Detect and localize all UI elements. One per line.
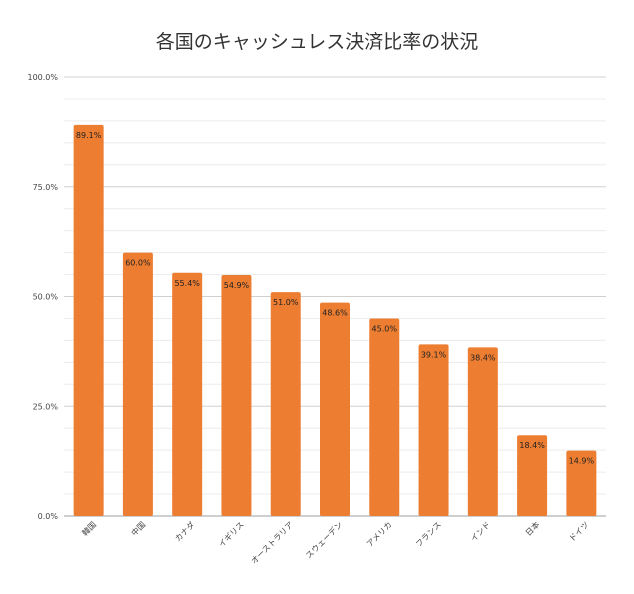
x-tick-label: スウェーデン: [303, 519, 344, 560]
data-label: 55.4%: [174, 279, 200, 288]
data-label: 38.4%: [470, 353, 496, 362]
bar: [172, 272, 203, 516]
data-label: 39.1%: [421, 350, 447, 359]
y-tick-label: 50.0%: [33, 293, 59, 302]
x-tick-label: ドイツ: [567, 520, 590, 543]
x-tick-label: イギリス: [217, 520, 246, 549]
bar: [566, 450, 597, 516]
y-tick-label: 25.0%: [33, 402, 59, 411]
data-label: 89.1%: [76, 131, 102, 140]
x-tick-label: インド: [469, 520, 492, 543]
bar: [221, 274, 252, 516]
data-label: 54.9%: [224, 281, 250, 290]
x-tick-label: カナダ: [173, 519, 197, 543]
data-label: 18.4%: [519, 441, 545, 450]
bar: [467, 347, 498, 516]
bar: [517, 435, 548, 516]
data-label: 60.0%: [125, 259, 151, 268]
data-label: 14.9%: [569, 457, 595, 466]
x-tick-label: 日本: [523, 519, 541, 537]
bar: [122, 252, 153, 516]
y-tick-label: 100.0%: [27, 73, 58, 82]
x-axis: 韓国 中国 カナダ イギリス オーストラリア スウェーデン アメリカ フランス インド 日本 ドイツ: [80, 519, 591, 565]
y-tick-label: 0.0%: [38, 512, 59, 521]
data-labels: 89.1% 60.0% 55.4% 54.9% 51.0% 48.6% 45.0% 39.1%…: [76, 131, 595, 466]
bar: [73, 124, 104, 516]
data-label: 51.0%: [273, 298, 299, 307]
x-tick-label: 中国: [129, 519, 147, 537]
x-tick-label: 韓国: [80, 519, 98, 537]
bar: [270, 292, 301, 516]
bar: [418, 344, 449, 516]
bars: [73, 124, 597, 516]
gridlines: [64, 76, 606, 517]
x-tick-label: フランス: [414, 520, 443, 549]
y-axis: 0.0% 25.0% 50.0% 75.0% 100.0%: [27, 73, 58, 521]
x-tick-label: アメリカ: [365, 520, 394, 549]
bar: [369, 318, 400, 516]
x-tick-label: オーストラリア: [249, 520, 295, 566]
bar: [320, 302, 350, 516]
data-label: 45.0%: [372, 324, 398, 333]
data-label: 48.6%: [322, 309, 348, 318]
chart-title: 各国のキャッシュレス決済比率の状況: [156, 31, 479, 53]
y-tick-label: 75.0%: [33, 183, 59, 192]
